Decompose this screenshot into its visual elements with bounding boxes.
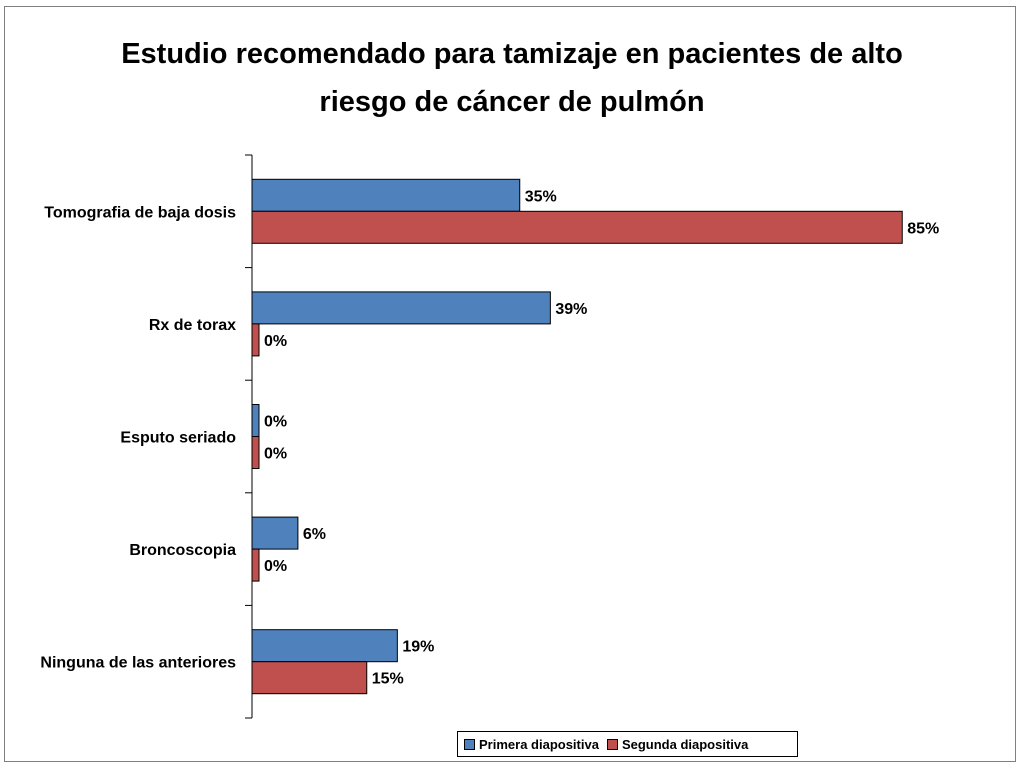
data-label: 85% <box>907 220 939 237</box>
bar-segunda <box>251 323 260 357</box>
bar-segunda <box>251 548 260 582</box>
legend-label-primera: Primera diapositiva <box>479 736 599 752</box>
bar-primera <box>251 629 398 663</box>
category-label: Tomografia de baja dosis <box>44 204 236 221</box>
category-label: Broncoscopia <box>129 542 236 559</box>
category-label: Ninguna de las anteriores <box>40 655 236 672</box>
legend-item-primera: Primera diapositiva <box>464 737 599 752</box>
category-label: Rx de torax <box>149 317 236 334</box>
chart-title: Estudio recomendado para tamizaje en pac… <box>121 38 903 118</box>
data-label: 0% <box>264 558 287 575</box>
bar-segunda <box>251 436 260 469</box>
legend-label-segunda: Segunda diapositiva <box>621 736 749 752</box>
data-label: 15% <box>372 671 404 688</box>
bar-primera <box>251 516 299 550</box>
bar-primera <box>251 291 551 325</box>
data-label: 0% <box>264 446 287 463</box>
legend-swatch-primera <box>464 738 475 750</box>
category-label: Esputo seriado <box>120 430 236 447</box>
bar-primera <box>251 178 521 212</box>
data-label: 39% <box>555 301 587 318</box>
data-label: 35% <box>525 188 557 205</box>
legend-item-segunda: Segunda diapositiva <box>606 736 749 752</box>
data-label: 6% <box>303 526 326 543</box>
bar-segunda <box>251 661 368 695</box>
data-label: 19% <box>402 639 434 656</box>
data-label: 0% <box>264 414 287 431</box>
chart-legend: Primera diapositiva Segunda diapositiva <box>457 731 798 757</box>
bar-segunda <box>251 210 903 244</box>
chart-frame <box>4 6 1016 762</box>
bar-primera <box>251 404 260 437</box>
legend-swatch-segunda <box>606 738 618 750</box>
data-label: 0% <box>264 333 287 350</box>
